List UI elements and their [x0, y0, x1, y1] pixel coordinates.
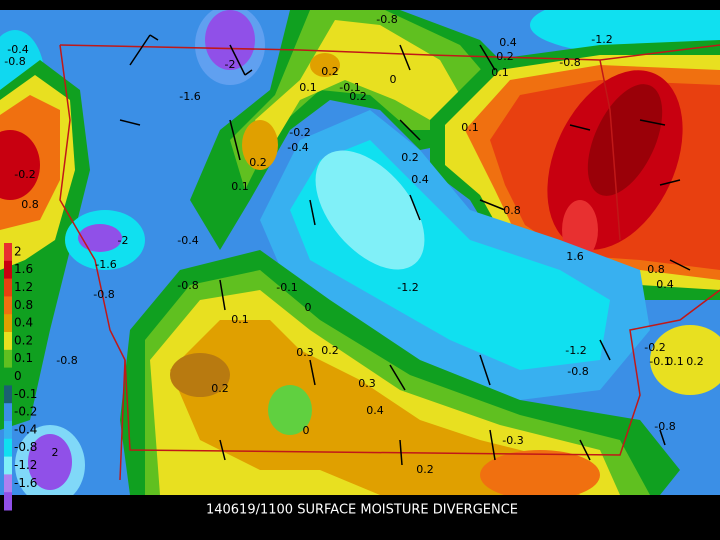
- contour-label: -1.2: [397, 281, 418, 294]
- contour-label: -0.4: [177, 234, 198, 247]
- legend-label: 2: [14, 244, 22, 258]
- contour-label: -1.6: [95, 258, 116, 271]
- contour-label: 0.8: [21, 198, 39, 211]
- contour-label: 0: [390, 73, 397, 86]
- contour-label: -0.8: [559, 56, 580, 69]
- legend-label: -0.4: [14, 422, 37, 436]
- legend-swatch: [4, 243, 12, 262]
- contour-field: [0, 10, 720, 495]
- contour-label: -0.2: [644, 341, 665, 354]
- contour-label: -1.6: [179, 90, 200, 103]
- contour-label: -0.8: [376, 13, 397, 26]
- legend-swatch: [4, 296, 12, 315]
- contour-label: 0.8: [503, 204, 521, 217]
- contour-label: -0.1: [276, 281, 297, 294]
- caption: 140619/1100 SURFACE MOISTURE DIVERGENCE: [206, 503, 518, 518]
- contour-label: -0.8: [4, 55, 25, 68]
- contour-label: -0.2: [289, 126, 310, 139]
- contour-label: 0.2: [321, 65, 339, 78]
- legend-swatch: [4, 367, 12, 386]
- contour-label: -0.4: [7, 43, 28, 56]
- legend-label: 0: [14, 369, 22, 383]
- contour-label: 0.1: [461, 121, 479, 134]
- legend-label: 1.6: [14, 262, 33, 276]
- contour-label: 0.1: [666, 355, 684, 368]
- wind-barbs: [119, 34, 691, 466]
- contour-label: 0.8: [647, 263, 665, 276]
- legend-swatch: [4, 438, 12, 458]
- legend-swatch: [4, 421, 12, 440]
- legend-label: 1.2: [14, 280, 33, 294]
- contour-label: 0.4: [656, 278, 674, 291]
- contour-label: 0: [305, 301, 312, 314]
- contour-label: 0.2: [249, 156, 267, 169]
- contour-label: -0.8: [654, 420, 675, 433]
- legend-swatch: [4, 492, 12, 511]
- borders: [59, 44, 720, 481]
- legend-swatch: [4, 260, 12, 280]
- contour-label: -0.8: [177, 279, 198, 292]
- contour-label: -2: [118, 234, 129, 247]
- contour-label: -0.8: [93, 288, 114, 301]
- legend-swatch: [4, 278, 12, 297]
- contour-label: 0.4: [499, 36, 517, 49]
- legend-swatch: [4, 349, 12, 369]
- legend-label: -0.1: [14, 387, 37, 401]
- contour-label: 1.6: [566, 250, 584, 263]
- legend-swatch: [4, 332, 12, 351]
- contour-label: -0.1: [339, 81, 360, 94]
- contour-label: -0.2: [14, 168, 35, 181]
- contour-label: 0.1: [299, 81, 317, 94]
- legend-swatch: [4, 474, 12, 493]
- legend-label: -2: [14, 494, 26, 508]
- contour-label: 0.2: [349, 90, 367, 103]
- contour-label: 2: [52, 446, 59, 459]
- contour-label: 0.3: [358, 377, 376, 390]
- legend-label: -0.8: [14, 440, 37, 454]
- legend-swatch: [4, 385, 12, 404]
- contour-label: 0: [303, 424, 310, 437]
- legend-label: -0.2: [14, 405, 37, 419]
- contour-label: 0.2: [321, 344, 339, 357]
- legend-swatch: [4, 403, 12, 422]
- legend-label: -1.6: [14, 476, 37, 490]
- contour-label: 0.2: [401, 151, 419, 164]
- contour-label: 0.1: [491, 66, 509, 79]
- contour-label: -0.1: [649, 355, 670, 368]
- contour-label: 0.2: [686, 355, 704, 368]
- contour-label: 0.4: [411, 173, 429, 186]
- contour-label: -0.8: [56, 354, 77, 367]
- contour-label: 0.1: [231, 313, 249, 326]
- legend-swatch: [4, 314, 12, 333]
- contour-label: 0.4: [366, 404, 384, 417]
- legend-label: 0.4: [14, 316, 33, 330]
- contour-label: -0.8: [567, 365, 588, 378]
- contour-label: -0.4: [287, 141, 308, 154]
- contour-label: -0.3: [502, 434, 523, 447]
- contour-label: 0.2: [416, 463, 434, 476]
- contour-label: 0.2: [496, 50, 514, 63]
- contour-label: 0.2: [211, 382, 229, 395]
- legend-label: 0.8: [14, 298, 33, 312]
- legend-label: 0.2: [14, 333, 33, 347]
- contour-label: 0.1: [231, 180, 249, 193]
- legend: 2 1.6 1.2 0.8 0.4 0.2 0.1 0 -0.1 -0.2 -0.4 -0.8 -1.2…: [4, 243, 37, 511]
- contour-label: 0.3: [296, 346, 314, 359]
- legend-label: 0.1: [14, 351, 33, 365]
- legend-swatch: [4, 456, 12, 475]
- contour-labels: -0.8-1.2-0.8-2-1.60.20.1 -0.10.200.10.40.…: [4, 13, 703, 476]
- contour-label: -1.2: [565, 344, 586, 357]
- legend-label: -1.2: [14, 458, 37, 472]
- contour-label: -1.2: [591, 33, 612, 46]
- contour-label: -2: [225, 58, 236, 71]
